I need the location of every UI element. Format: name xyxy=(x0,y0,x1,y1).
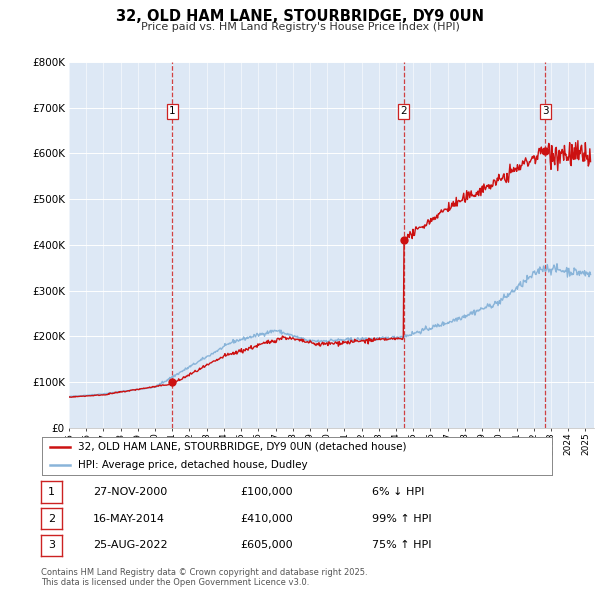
Text: HPI: Average price, detached house, Dudley: HPI: Average price, detached house, Dudl… xyxy=(78,460,307,470)
Text: 25-AUG-2022: 25-AUG-2022 xyxy=(93,540,167,550)
Text: 27-NOV-2000: 27-NOV-2000 xyxy=(93,487,167,497)
Text: £100,000: £100,000 xyxy=(240,487,293,497)
Text: 2: 2 xyxy=(400,106,407,116)
Text: 32, OLD HAM LANE, STOURBRIDGE, DY9 0UN (detached house): 32, OLD HAM LANE, STOURBRIDGE, DY9 0UN (… xyxy=(78,442,406,452)
Text: 1: 1 xyxy=(169,106,176,116)
Text: 6% ↓ HPI: 6% ↓ HPI xyxy=(372,487,424,497)
Text: 1: 1 xyxy=(48,487,55,497)
Text: 3: 3 xyxy=(48,540,55,550)
Text: 32, OLD HAM LANE, STOURBRIDGE, DY9 0UN: 32, OLD HAM LANE, STOURBRIDGE, DY9 0UN xyxy=(116,9,484,24)
Text: 2: 2 xyxy=(48,514,55,523)
Text: £605,000: £605,000 xyxy=(240,540,293,550)
Text: Price paid vs. HM Land Registry's House Price Index (HPI): Price paid vs. HM Land Registry's House … xyxy=(140,22,460,32)
Text: 75% ↑ HPI: 75% ↑ HPI xyxy=(372,540,431,550)
Text: 3: 3 xyxy=(542,106,548,116)
Text: £410,000: £410,000 xyxy=(240,514,293,523)
Text: Contains HM Land Registry data © Crown copyright and database right 2025.
This d: Contains HM Land Registry data © Crown c… xyxy=(41,568,367,587)
Text: 16-MAY-2014: 16-MAY-2014 xyxy=(93,514,165,523)
Text: 99% ↑ HPI: 99% ↑ HPI xyxy=(372,514,431,523)
